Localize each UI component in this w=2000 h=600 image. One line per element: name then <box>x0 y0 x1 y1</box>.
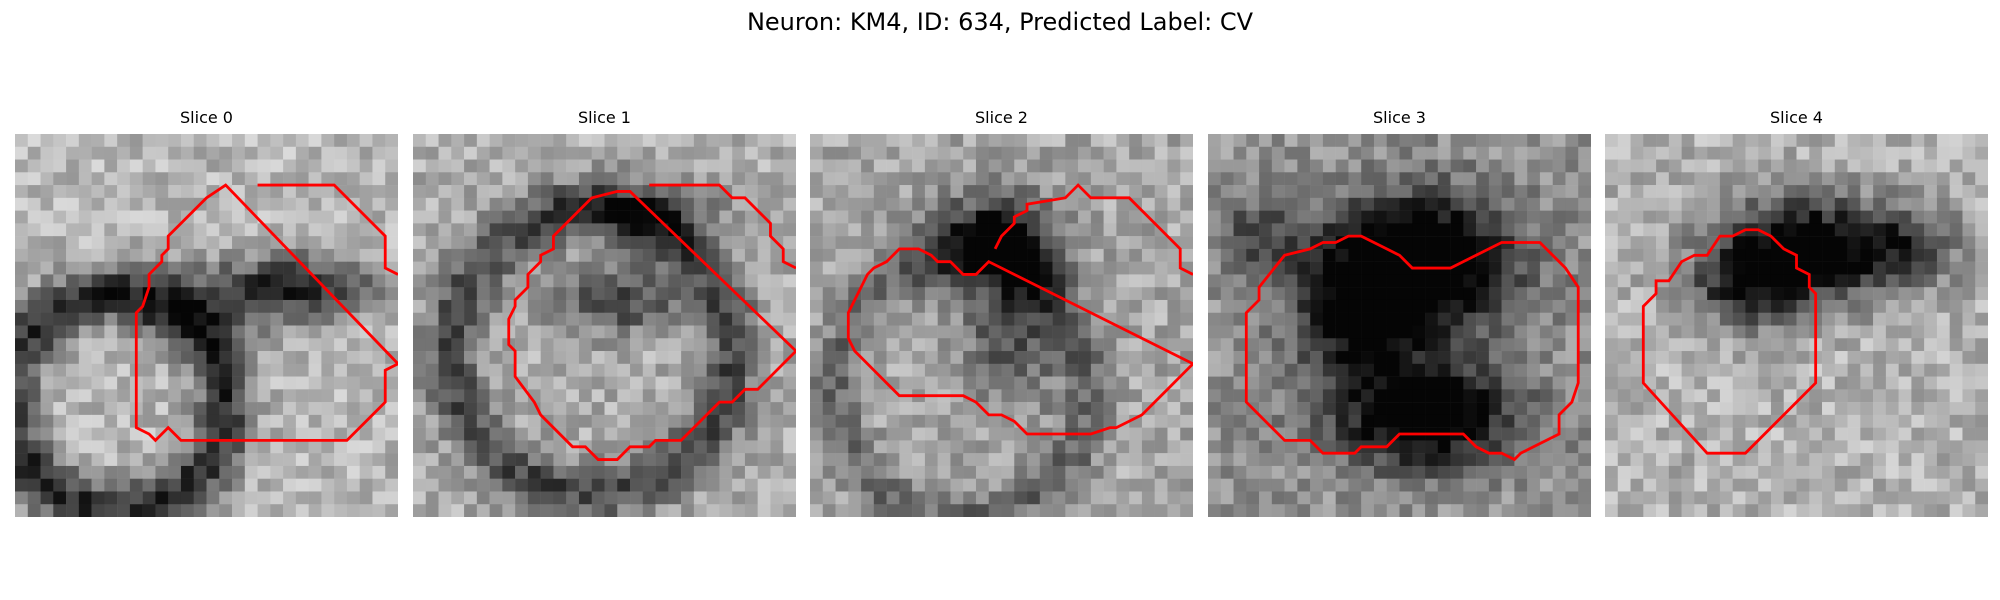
roi-contour-4 <box>1641 228 1818 455</box>
slice-panel-2: Slice 2 <box>810 108 1193 517</box>
slice-panel-4: Slice 4 <box>1605 108 1988 517</box>
slice-title-3: Slice 3 <box>1373 108 1426 127</box>
slice-image-3 <box>1208 134 1591 517</box>
figure-title: Neuron: KM4, ID: 634, Predicted Label: C… <box>746 8 1254 36</box>
slice-pixels-2 <box>810 134 1193 517</box>
slice-panel-3: Slice 3 <box>1208 108 1591 517</box>
slice-panel-1: Slice 1 <box>413 108 796 517</box>
slice-pixels-3 <box>1208 134 1591 517</box>
slice-title-1: Slice 1 <box>578 108 631 127</box>
slice-pixels-0 <box>15 134 398 517</box>
roi-contour-3 <box>1244 234 1580 462</box>
slice-panel-0: Slice 0 <box>15 108 398 517</box>
slice-image-2 <box>810 134 1193 517</box>
slice-title-4: Slice 4 <box>1770 108 1823 127</box>
slice-pixels-4 <box>1605 134 1988 517</box>
slice-pixels-1 <box>413 134 796 517</box>
slice-title-2: Slice 2 <box>975 108 1028 127</box>
slice-image-1 <box>413 134 796 517</box>
roi-contour-1 <box>507 183 796 461</box>
roi-contour-2 <box>846 183 1193 436</box>
slice-image-0 <box>15 134 398 517</box>
roi-contour-0 <box>134 183 398 443</box>
slice-title-0: Slice 0 <box>180 108 233 127</box>
slice-image-4 <box>1605 134 1988 517</box>
